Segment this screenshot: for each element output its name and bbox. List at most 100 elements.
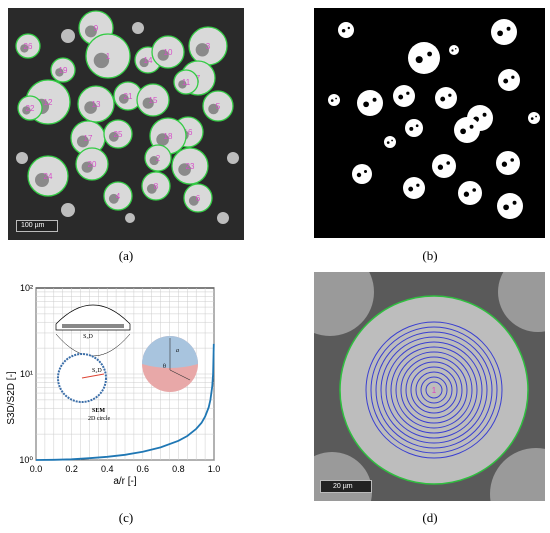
- particle-label: 3: [206, 42, 211, 51]
- particle-label: 16: [184, 128, 193, 137]
- binary-particle: [528, 112, 540, 124]
- binary-particle: [328, 94, 340, 106]
- binary-particle: [458, 181, 482, 205]
- dome-shape: [55, 304, 131, 331]
- particle-shadow: [142, 97, 154, 109]
- particle-shadow: [139, 58, 149, 68]
- ring: [395, 351, 473, 429]
- inset-s3d: S₃D: [83, 334, 93, 340]
- binary-hole: [512, 200, 517, 205]
- binary-hole: [535, 115, 537, 118]
- particle: [151, 35, 185, 69]
- ring: [400, 356, 468, 424]
- x-tick-label: 0.2: [65, 464, 78, 474]
- binary-hole: [451, 49, 454, 52]
- binary-hole: [455, 48, 457, 50]
- particle: [17, 95, 43, 121]
- particle-shadow: [118, 93, 129, 104]
- y-tick-label: 10²: [20, 283, 33, 293]
- binary-hole: [391, 139, 393, 142]
- binary-hole: [503, 78, 509, 84]
- binary-hole: [482, 112, 487, 117]
- background-particle: [314, 272, 374, 336]
- ring: [375, 331, 493, 449]
- particle-shadow: [208, 103, 219, 115]
- sphere-radius: [169, 369, 191, 381]
- x-tick-label: 0.0: [30, 464, 43, 474]
- y-tick-label: 10⁰: [19, 455, 33, 465]
- particle-label: 6: [196, 194, 201, 203]
- binary-particle: [497, 193, 523, 219]
- particle-label: 1: [106, 52, 111, 61]
- binary-hole: [463, 191, 470, 197]
- binary-hole: [440, 96, 446, 102]
- small-particle: [16, 152, 28, 164]
- particle: [103, 119, 133, 149]
- small-particle: [125, 213, 135, 223]
- ring: [410, 366, 458, 414]
- panel-d-scale-label: 20 µm: [333, 483, 353, 490]
- particle-label: 25: [114, 130, 123, 139]
- binary-particle: [454, 117, 480, 143]
- particle-label: 18: [164, 132, 173, 141]
- panel-d-sem-image: 1 20 µm: [314, 272, 545, 501]
- particle-label: 2: [156, 154, 161, 163]
- particle-label: 8: [154, 182, 159, 191]
- series-line: [35, 343, 215, 461]
- binary-particle: [432, 154, 456, 178]
- binary-particle: [352, 164, 372, 184]
- binary-hole: [427, 51, 432, 57]
- particle-shadow: [20, 44, 29, 53]
- dome-hatch: [62, 324, 124, 328]
- particle-label: 5: [216, 102, 221, 111]
- inset-sem: SEM: [92, 408, 105, 414]
- ring: [420, 376, 448, 404]
- y-axis-label: S3D/S2D [-]: [6, 371, 17, 425]
- particle: [77, 85, 115, 123]
- binary-hole: [448, 93, 452, 97]
- ring: [385, 341, 483, 439]
- particle: [103, 181, 133, 211]
- particle-shadow: [84, 101, 97, 114]
- binary-particle: [435, 87, 457, 109]
- binary-particle: [449, 45, 459, 55]
- binary-particle: [491, 19, 517, 45]
- background-particle: [498, 272, 545, 332]
- binary-hole: [363, 101, 369, 108]
- small-particle: [227, 152, 239, 164]
- binary-hole: [511, 75, 515, 79]
- chart-svg: S3D/S2D [-] a/r [-] 0.0 0.2 0.4 0.6 0.8 1.0 10…: [6, 283, 221, 487]
- binary-particle: [496, 151, 520, 175]
- small-particle: [61, 29, 75, 43]
- particle-label: 20: [88, 160, 97, 169]
- background-particle: [314, 452, 372, 501]
- particle-shadow: [108, 193, 119, 204]
- particle-label: 15: [149, 96, 158, 105]
- radius-line: [81, 373, 105, 379]
- particle: [50, 57, 76, 83]
- particle: [27, 155, 69, 197]
- panel-a-scale-bar: 100 µm: [16, 220, 58, 232]
- particle-shadow: [22, 106, 31, 115]
- x-tick-label: 1.0: [208, 464, 221, 474]
- particle: [173, 69, 199, 95]
- binary-hole: [408, 186, 414, 192]
- panel-a-sem-image: 9132614107512132115111916221718252232420…: [8, 8, 244, 240]
- x-tick-label: 0.6: [137, 464, 150, 474]
- small-particle: [132, 22, 144, 34]
- binary-hole: [335, 97, 337, 100]
- particle-label: 24: [44, 172, 53, 181]
- panel-c-chart: S3D/S2D [-] a/r [-] 0.0 0.2 0.4 0.6 0.8 1.0 10…: [0, 278, 228, 488]
- binary-hole: [497, 30, 503, 37]
- particle: [75, 147, 109, 181]
- particle-label: 10: [164, 48, 173, 57]
- particle-label: 17: [84, 134, 93, 143]
- main-particle: [339, 295, 529, 485]
- particle-shadow: [108, 131, 119, 142]
- particle-label: 9: [94, 24, 99, 33]
- particle: [15, 33, 41, 59]
- particle-label: 19: [59, 66, 68, 75]
- particle-shadow: [195, 43, 209, 57]
- binary-hole: [347, 26, 350, 30]
- particle-shadow: [55, 68, 64, 77]
